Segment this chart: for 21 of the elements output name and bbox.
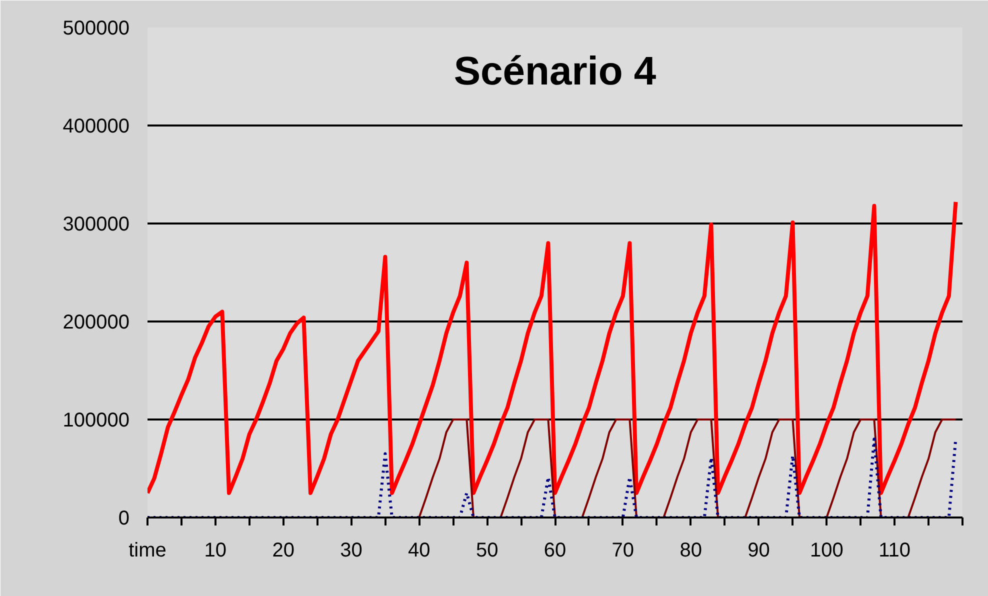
x-tick-label: 50	[476, 540, 498, 562]
y-tick-label: 400000	[62, 116, 130, 138]
x-tick-label: 30	[340, 540, 362, 562]
x-tick-label: 90	[748, 540, 770, 562]
y-tick-label: 300000	[62, 214, 130, 236]
x-tick-label: 40	[408, 540, 430, 562]
x-tick-label: 100	[810, 540, 844, 562]
y-tick-label: 500000	[62, 18, 130, 40]
y-tick-label: 0	[118, 508, 130, 530]
x-tick-label: 60	[544, 540, 566, 562]
x-tick-label: 20	[272, 540, 294, 562]
y-tick-label: 100000	[62, 410, 130, 432]
line-series	[148, 438, 958, 518]
line-series	[148, 200, 958, 495]
x-tick-label: 70	[612, 540, 634, 562]
x-tick-label: time	[128, 540, 166, 562]
text: Scénario 4	[454, 50, 657, 94]
x-tick-label: 110	[878, 540, 911, 562]
y-tick-label: 200000	[62, 312, 130, 334]
x-tick-label: 80	[680, 540, 702, 562]
x-tick-label: 10	[204, 540, 227, 562]
